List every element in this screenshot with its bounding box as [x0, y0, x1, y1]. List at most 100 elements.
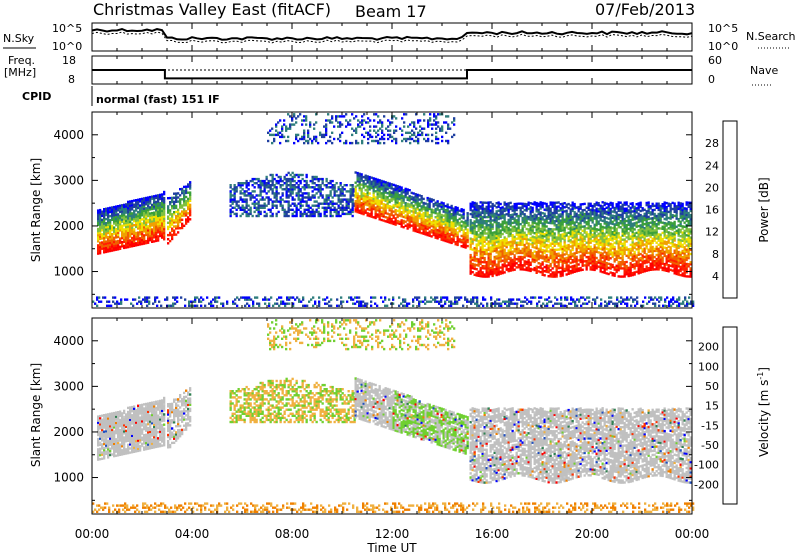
heatmap-cell	[360, 173, 363, 176]
heatmap-cell	[376, 205, 379, 208]
heatmap-cell	[233, 196, 236, 199]
heatmap-cell	[619, 275, 622, 278]
heatmap-cell	[523, 262, 526, 265]
heatmap-cell	[113, 210, 116, 213]
heatmap-cell	[311, 208, 314, 211]
heatmap-cell	[619, 207, 622, 211]
heatmap-cell	[637, 224, 640, 228]
heatmap-cell	[651, 225, 654, 228]
heatmap-cell	[366, 185, 369, 188]
heatmap-cell	[595, 236, 598, 239]
heatmap-cell	[505, 221, 508, 224]
heatmap-cell	[277, 210, 280, 214]
heatmap-cell	[333, 194, 336, 197]
heatmap-cell	[462, 221, 465, 224]
heatmap-cell	[615, 256, 618, 259]
heatmap-cell	[380, 179, 383, 183]
heatmap-cell	[183, 191, 186, 195]
heatmap-cell	[571, 252, 574, 256]
heatmap-cell	[251, 179, 254, 183]
heatmap-cell	[372, 179, 375, 182]
heatmap-cell	[364, 188, 367, 192]
heatmap-cell	[103, 220, 106, 223]
heatmap-cell	[643, 255, 646, 259]
heatmap-cell	[245, 198, 248, 201]
heatmap-cell	[452, 215, 455, 219]
heatmap-cell	[125, 225, 128, 229]
heatmap-cell	[583, 231, 586, 234]
heatmap-cell	[509, 244, 512, 248]
heatmap-cell	[390, 222, 393, 225]
heatmap-cell	[183, 212, 186, 215]
heatmap-cell	[173, 202, 176, 206]
heatmap-cell	[277, 179, 280, 183]
heatmap-cell	[229, 190, 232, 193]
heatmap-cell	[442, 204, 445, 207]
heatmap-cell	[307, 184, 310, 187]
heatmap-cell	[354, 171, 357, 174]
heatmap-cell	[577, 259, 580, 262]
heatmap-cell	[575, 239, 578, 242]
heatmap-cell	[591, 233, 594, 236]
heatmap-cell	[368, 198, 371, 201]
heatmap-cell	[549, 213, 552, 217]
heatmap-cell	[555, 215, 558, 219]
heatmap-cell	[454, 216, 457, 219]
heatmap-cell	[422, 201, 425, 205]
heatmap-cell	[641, 254, 644, 257]
heatmap-cell	[133, 242, 136, 245]
heatmap-cell	[323, 208, 326, 211]
heatmap-cell	[563, 243, 566, 246]
heatmap-cell	[317, 184, 320, 187]
heatmap-cell	[117, 235, 120, 239]
heatmap-cell	[647, 248, 650, 251]
heatmap-cell	[289, 173, 292, 177]
heatmap-cell	[551, 234, 554, 237]
heatmap-cell	[579, 207, 582, 210]
heatmap-cell	[607, 211, 610, 214]
heatmap-cell	[601, 264, 604, 268]
nsearch-label: N.Search	[746, 30, 796, 43]
heatmap-cell	[149, 237, 152, 240]
heatmap-cell	[501, 263, 504, 266]
heatmap-cell	[251, 177, 254, 181]
heatmap-cell	[543, 224, 546, 228]
heatmap-cell	[583, 264, 586, 267]
heatmap-cell	[523, 243, 526, 247]
heatmap-cell	[347, 204, 350, 207]
heatmap-cell	[101, 212, 104, 215]
heatmap-cell	[491, 219, 494, 222]
heatmap-cell	[529, 228, 532, 232]
heatmap-cell	[619, 201, 622, 204]
heatmap-cell	[493, 237, 496, 240]
heatmap-cell	[398, 202, 401, 205]
heatmap-cell	[125, 244, 128, 247]
heatmap-cell	[390, 211, 393, 215]
heatmap-cell	[489, 229, 492, 233]
heatmap-cell	[416, 224, 419, 227]
heatmap-cell	[426, 196, 429, 200]
heatmap-cell	[549, 217, 552, 221]
heatmap-cell	[651, 264, 654, 267]
heatmap-cell	[469, 258, 472, 261]
heatmap-cell	[438, 221, 441, 224]
heatmap-cell	[337, 186, 340, 189]
heatmap-cell	[337, 214, 340, 218]
heatmap-cell	[553, 244, 556, 247]
heatmap-cell	[593, 209, 596, 212]
heatmap-cell	[557, 215, 560, 218]
heatmap-cell	[561, 227, 564, 230]
heatmap-cell	[287, 179, 290, 183]
heatmap-cell	[157, 194, 160, 197]
heatmap-cell	[430, 231, 433, 234]
heatmap-cell	[577, 263, 580, 266]
heatmap-cell	[595, 240, 598, 243]
heatmap-cell	[299, 206, 302, 209]
heatmap-cell	[309, 210, 312, 214]
heatmap-cell	[432, 219, 435, 222]
heatmap-cell	[497, 209, 500, 212]
heatmap-cell	[543, 255, 546, 258]
heatmap-cell	[565, 209, 568, 213]
heatmap-cell	[231, 202, 234, 205]
heatmap-cell	[607, 252, 610, 255]
